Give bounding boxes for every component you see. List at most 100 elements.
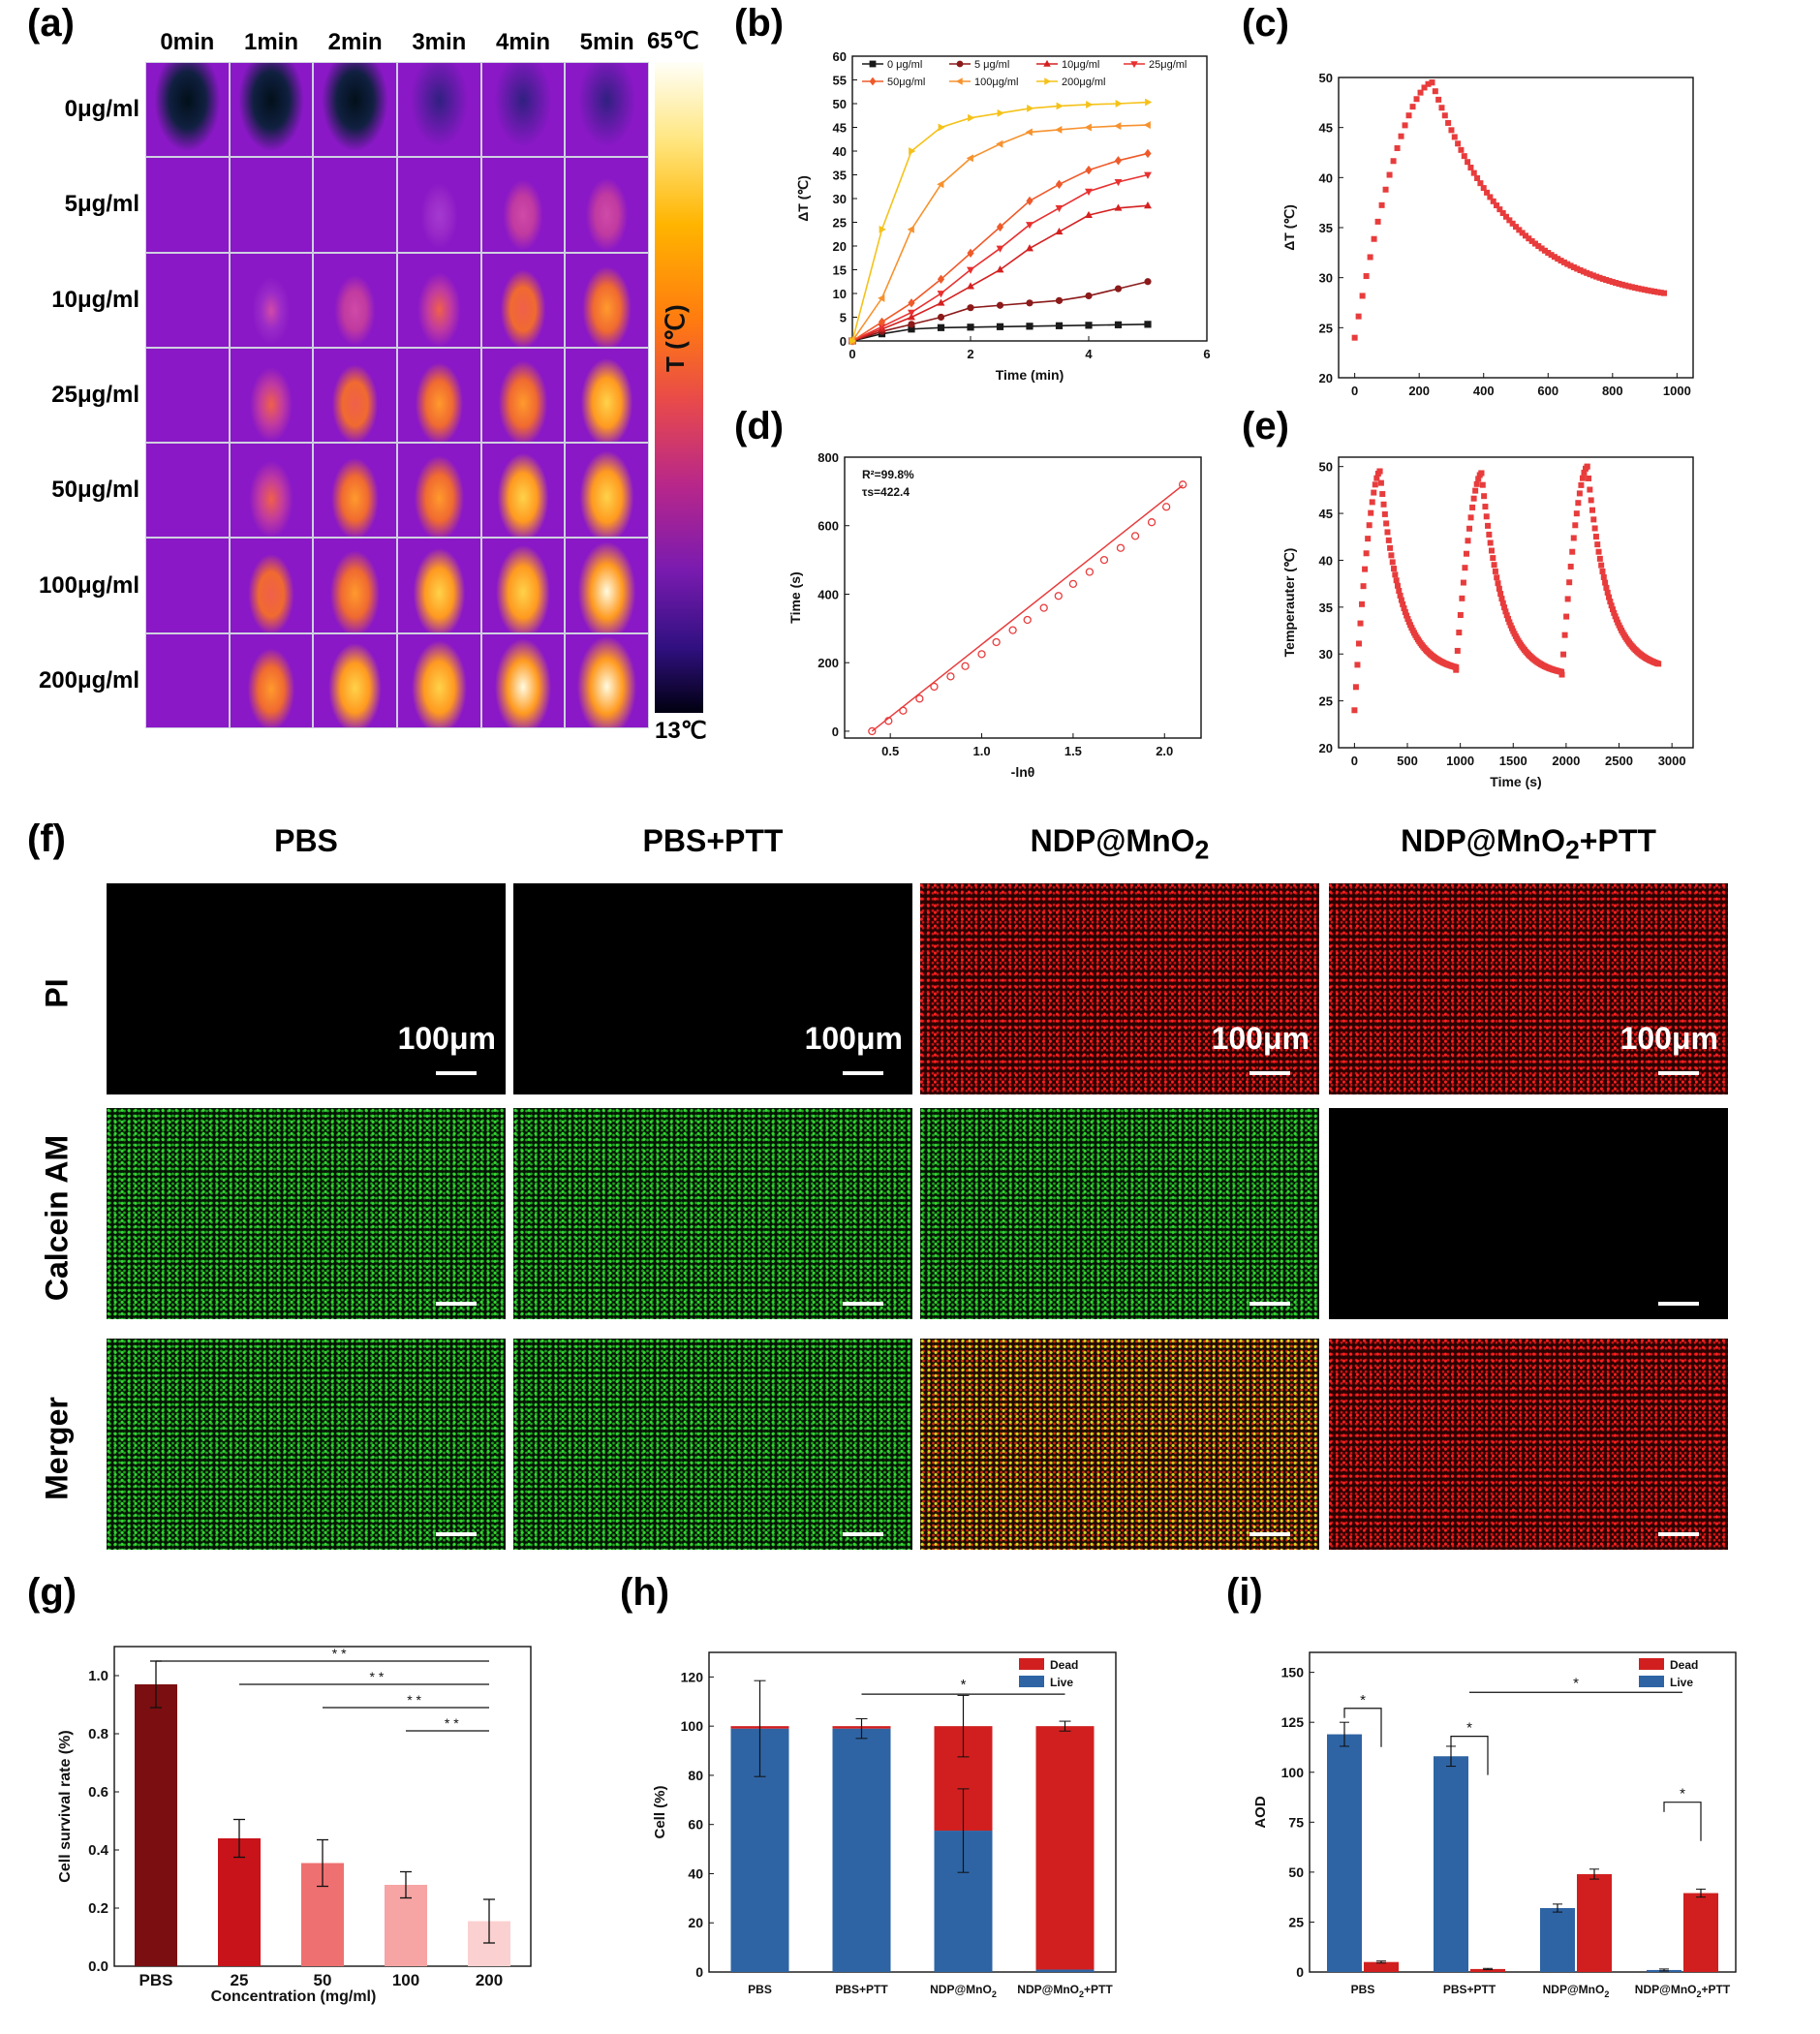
- data-point: [1161, 503, 1171, 511]
- data-point: [1490, 555, 1496, 562]
- significance-mark: * *: [445, 1715, 459, 1731]
- y-tick-label: 150: [1281, 1665, 1305, 1680]
- thermal-cell: [229, 538, 314, 633]
- data-point: [1579, 475, 1586, 481]
- data-point: [1394, 582, 1401, 589]
- data-point: [1578, 481, 1585, 488]
- category-text: PBS: [1351, 1983, 1375, 1996]
- y-tick-label: 125: [1281, 1714, 1305, 1730]
- data-point: [1391, 566, 1398, 572]
- thermal-cell: [565, 157, 649, 253]
- data-point: [1114, 321, 1123, 328]
- data-point: [849, 337, 857, 345]
- data-point: [1352, 684, 1359, 691]
- category-label: NDP@MnO2: [1543, 1983, 1610, 1999]
- y-tick-label: 40: [688, 1865, 703, 1881]
- thermal-cell: [397, 443, 481, 539]
- category-subscript: 2: [992, 1989, 997, 1999]
- y-tick-label: 0: [832, 724, 839, 739]
- bar-dead: [1364, 1961, 1399, 1972]
- data-point: [1616, 280, 1622, 287]
- data-point: [1435, 96, 1442, 103]
- data-point: [1545, 250, 1552, 257]
- panel-label-h: (h): [620, 1571, 670, 1614]
- significance-mark: *: [1360, 1692, 1366, 1709]
- data-point: [1490, 198, 1496, 204]
- data-point: [1371, 235, 1377, 242]
- data-point: [1026, 299, 1033, 307]
- data-point: [1513, 224, 1519, 231]
- data-point: [1402, 608, 1408, 615]
- chart-c-cooling-curve: 0200400600800100020253035404550Time (s)Δ…: [1281, 71, 1694, 397]
- y-tick-label: 35: [833, 169, 847, 183]
- data-point: [1438, 105, 1445, 111]
- data-point: [1478, 470, 1485, 477]
- data-point: [1655, 661, 1662, 667]
- fluor-header-text: PBS+PTT: [642, 823, 784, 858]
- fluor-row-label: Merger: [39, 1397, 75, 1500]
- data-point: [1056, 102, 1064, 110]
- data-point: [967, 248, 974, 259]
- data-point: [1491, 562, 1497, 569]
- y-tick-label: 30: [833, 192, 847, 206]
- y-tick-label: 1.0: [88, 1668, 108, 1684]
- data-point: [1580, 268, 1587, 275]
- y-tick-label: 45: [833, 121, 847, 136]
- data-point: [1587, 271, 1593, 278]
- fluor-header-text: PBS: [274, 823, 338, 858]
- data-point: [937, 291, 945, 298]
- thermal-conc-label: 5μg/ml: [64, 191, 139, 218]
- category-label: PBS: [748, 1983, 772, 1996]
- data-point: [908, 321, 915, 328]
- data-point: [996, 301, 1004, 309]
- data-point: [1114, 178, 1123, 187]
- data-point: [1609, 606, 1616, 613]
- data-point: [1055, 179, 1064, 189]
- data-point: [1589, 507, 1595, 513]
- data-point: [1496, 585, 1502, 592]
- data-point: [966, 154, 973, 163]
- data-point: [1401, 605, 1407, 612]
- fluor-header-suffix: +PTT: [1579, 823, 1656, 858]
- data-point: [1538, 245, 1545, 252]
- category-subscript: 2: [1604, 1989, 1609, 1999]
- data-point: [937, 313, 945, 322]
- data-point: [1606, 278, 1613, 285]
- legend-label: 0 μg/ml: [887, 59, 922, 71]
- data-point: [996, 265, 1004, 273]
- y-tick-label: 80: [688, 1768, 703, 1783]
- data-point: [884, 717, 893, 725]
- fluor-image-dark: 100μm: [513, 883, 912, 1094]
- data-point: [1558, 671, 1565, 678]
- category-label: PBS: [1351, 1983, 1375, 1996]
- data-point: [1369, 499, 1375, 506]
- data-point: [1026, 323, 1033, 330]
- data-point: [1398, 597, 1404, 603]
- annotation-tau: τs=422.4: [862, 485, 910, 499]
- y-tick-label: 0: [1296, 1964, 1304, 1980]
- significance-mark: * *: [407, 1692, 421, 1708]
- data-point: [997, 108, 1004, 117]
- data-point: [1635, 285, 1642, 292]
- thermal-cell: [145, 62, 230, 158]
- panel-label-e: (e): [1242, 405, 1289, 447]
- thermal-cell: [145, 538, 230, 633]
- fluor-header-text: NDP@MnO: [1030, 823, 1195, 858]
- data-point: [1144, 171, 1152, 179]
- data-point: [1593, 273, 1600, 280]
- fluor-header-subscript: 2: [1564, 835, 1580, 865]
- fluor-row-label: PI: [39, 978, 75, 1008]
- data-point: [1574, 265, 1581, 272]
- data-point: [1588, 497, 1594, 504]
- thermal-cell: [480, 157, 566, 253]
- data-point: [1445, 119, 1452, 126]
- data-point: [1114, 285, 1123, 293]
- significance-mark: * *: [332, 1646, 347, 1661]
- data-point: [1492, 568, 1498, 574]
- data-point: [967, 304, 974, 312]
- y-tick-label: 0.6: [88, 1784, 108, 1801]
- data-point: [1055, 227, 1064, 235]
- thermal-cell: [397, 252, 481, 348]
- data-point: [1598, 562, 1605, 569]
